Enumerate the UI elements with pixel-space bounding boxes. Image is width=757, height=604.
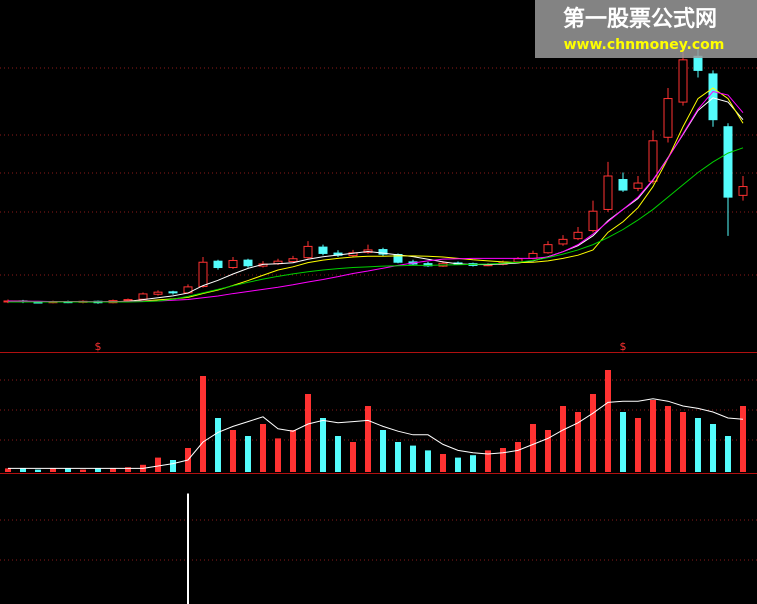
volume-bar xyxy=(125,467,131,472)
candle-body xyxy=(618,179,628,191)
volume-bar xyxy=(50,468,56,472)
candle-body xyxy=(633,182,643,189)
volume-bar xyxy=(350,442,356,472)
candle-body xyxy=(303,245,313,259)
volume-bar xyxy=(665,406,671,472)
volume-bar xyxy=(20,468,26,472)
volume-bar xyxy=(65,468,71,472)
volume-bar xyxy=(740,406,746,472)
candle-body xyxy=(168,291,178,294)
candle-body xyxy=(723,126,733,198)
volume-bar xyxy=(380,430,386,472)
volume-bar xyxy=(305,394,311,472)
volume-bar xyxy=(455,457,461,472)
watermark: 第一股票公式网 www.chnmoney.com xyxy=(535,0,757,58)
volume-bar xyxy=(170,460,176,472)
candle-body xyxy=(213,260,223,269)
volume-bar xyxy=(725,436,731,472)
volume-bar xyxy=(605,370,611,472)
volume-bar xyxy=(110,468,116,472)
candle-body xyxy=(648,140,658,182)
candle-body xyxy=(138,293,148,300)
volume-bar xyxy=(230,430,236,472)
candle-body xyxy=(588,210,598,232)
volume-bar xyxy=(440,454,446,472)
candle-body xyxy=(573,231,583,240)
candle-body xyxy=(663,98,673,138)
candle-body xyxy=(693,55,703,71)
volume-bar xyxy=(95,468,101,472)
volume-bar xyxy=(290,430,296,472)
volume-bar xyxy=(335,436,341,472)
signal-marker: $ xyxy=(95,340,102,353)
volume-bar xyxy=(215,418,221,472)
volume-bar xyxy=(695,418,701,472)
candle-body xyxy=(738,186,748,196)
volume-bar xyxy=(200,376,206,472)
candle-body xyxy=(153,291,163,295)
volume-bar xyxy=(187,493,189,604)
volume-bar xyxy=(620,412,626,472)
volume-bar xyxy=(425,450,431,472)
watermark-url: www.chnmoney.com xyxy=(564,37,725,53)
signal-marker: $ xyxy=(620,340,627,353)
volume-bar xyxy=(485,450,491,472)
volume-bar xyxy=(590,394,596,472)
volume-bar xyxy=(545,430,551,472)
volume-bar xyxy=(515,442,521,472)
candle-body xyxy=(288,258,298,263)
candle-body xyxy=(558,238,568,245)
volume-bar xyxy=(35,469,41,472)
candle-body xyxy=(378,249,388,255)
volume-bar xyxy=(275,438,281,472)
volume-bar xyxy=(470,455,476,472)
plot-area: $ $ xyxy=(3,45,748,604)
volume-bar xyxy=(320,418,326,472)
candle-body xyxy=(708,73,718,121)
candle-body xyxy=(243,259,253,267)
volume-bar xyxy=(5,468,11,472)
candle-body xyxy=(543,244,553,254)
volume-bar xyxy=(365,406,371,472)
volume-bar xyxy=(80,469,86,472)
candle-body xyxy=(123,299,133,302)
grid xyxy=(0,67,757,561)
volume-bar xyxy=(410,445,416,472)
volume-bar xyxy=(530,424,536,472)
candle-body xyxy=(603,175,613,210)
candle-body xyxy=(678,59,688,103)
moving-average xyxy=(8,147,744,303)
volume-bar xyxy=(635,418,641,472)
volume-bar xyxy=(155,457,161,472)
candle-body xyxy=(228,259,238,269)
volume-bar xyxy=(260,424,266,472)
volume-bar xyxy=(575,412,581,472)
volume-bar xyxy=(395,442,401,472)
volume-bar xyxy=(710,424,716,472)
watermark-title: 第一股票公式网 xyxy=(563,6,717,32)
volume-bar xyxy=(500,448,506,472)
volume-bar xyxy=(245,436,251,472)
volume-bar xyxy=(650,400,656,472)
candle-body xyxy=(318,246,328,254)
moving-average xyxy=(7,97,744,303)
volume-average xyxy=(8,398,744,469)
moving-average xyxy=(7,90,744,303)
volume-bar xyxy=(680,412,686,472)
candle-body xyxy=(198,261,208,288)
volume-bar xyxy=(560,406,566,472)
